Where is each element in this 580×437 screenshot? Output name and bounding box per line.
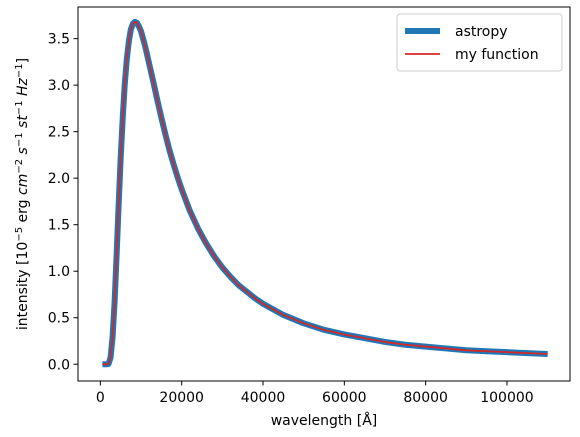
y-axis-label-part: −2 [14,159,25,174]
series-line-my-function [102,20,548,366]
legend: astropy my function [396,13,563,72]
x-tick-label: 40000 [241,390,286,406]
y-tick-label: 3.5 [48,32,70,48]
y-axis-label-part: −5 [14,227,25,242]
y-axis-label-part: st [15,115,31,133]
y-tick-label: 2.0 [48,171,70,187]
y-axis-label-part: ] [15,58,31,63]
series-layer [101,18,548,368]
x-axis-label: wavelength [Å] [271,412,378,429]
y-axis-label-part: intensity [10 [15,242,31,330]
plot-frame [77,6,571,382]
y-axis-label-part: −1 [14,63,25,78]
y-tick-label: 0.5 [48,311,70,327]
x-tick-label: 60000 [322,390,367,406]
y-tick-label: 1.0 [48,264,70,280]
y-axis-label: intensity [10−5 erg cm−2 s−1 st−1 Hz−1] [14,58,32,330]
y-axis-label-part: s [15,147,31,159]
y-axis-label-part: Hz [15,77,31,100]
y-axis-label-part: erg [15,195,31,227]
x-tick-label: 100000 [480,390,533,406]
y-ticks: 0.0 0.5 1.0 1.5 2.0 2.5 3.0 3.5 [48,32,78,373]
y-tick-label: 0.0 [48,357,70,373]
x-ticks: 0 20000 40000 60000 80000 100000 [96,381,534,406]
legend-label-my-function: my function [455,47,539,63]
y-axis-label-part: −1 [14,100,25,115]
x-tick-label: 0 [96,390,105,406]
y-axis-label-part: cm [15,174,31,195]
y-axis-label-part: −1 [14,132,25,147]
x-tick-label: 80000 [403,390,448,406]
y-tick-label: 3.0 [48,78,70,94]
legend-label-astropy: astropy [455,24,508,40]
y-tick-label: 1.5 [48,218,70,234]
x-tick-label: 20000 [159,390,204,406]
y-tick-label: 2.5 [48,125,70,141]
